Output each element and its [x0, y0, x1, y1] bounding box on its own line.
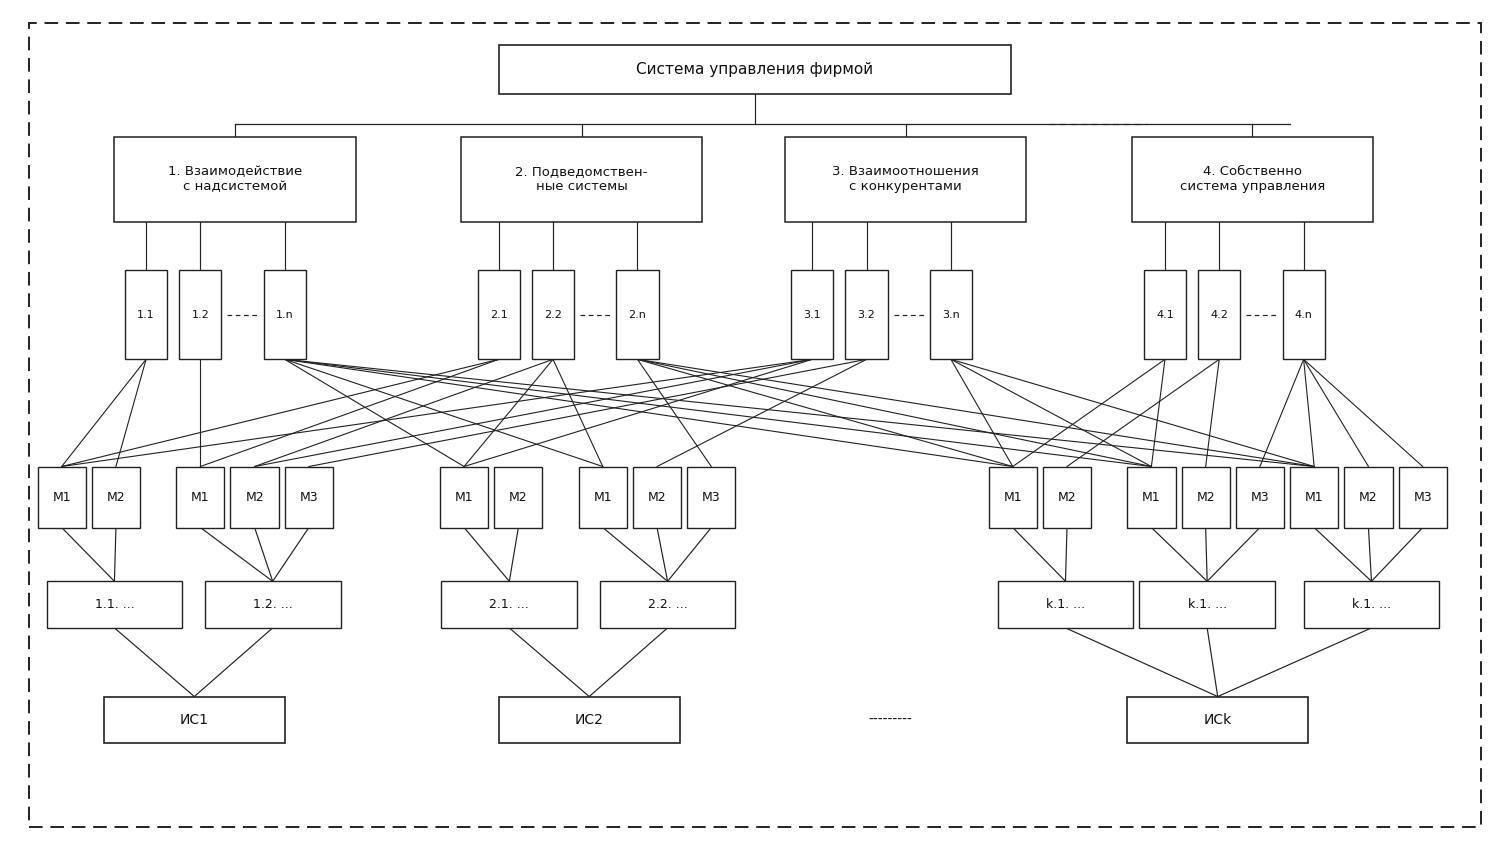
Text: M1: M1	[1305, 490, 1323, 503]
Text: ИС2: ИС2	[575, 713, 604, 727]
FancyBboxPatch shape	[1043, 467, 1092, 528]
Text: M3: M3	[1250, 490, 1270, 503]
Text: Система управления фирмой: Система управления фирмой	[636, 62, 874, 76]
Text: 2.2. ...: 2.2. ...	[648, 598, 687, 611]
FancyBboxPatch shape	[1181, 467, 1229, 528]
Text: M1: M1	[1004, 490, 1022, 503]
FancyBboxPatch shape	[989, 467, 1037, 528]
FancyBboxPatch shape	[1235, 467, 1283, 528]
FancyBboxPatch shape	[616, 270, 658, 360]
FancyBboxPatch shape	[47, 581, 183, 628]
Text: M1: M1	[192, 490, 210, 503]
Text: 4. Собственно
система управления: 4. Собственно система управления	[1179, 165, 1324, 193]
FancyBboxPatch shape	[1132, 137, 1373, 222]
Text: M3: M3	[299, 490, 319, 503]
Text: M1: M1	[593, 490, 612, 503]
Text: 1.2: 1.2	[192, 310, 210, 320]
FancyBboxPatch shape	[578, 467, 627, 528]
Text: M2: M2	[245, 490, 264, 503]
FancyBboxPatch shape	[180, 270, 222, 360]
Text: M1: M1	[53, 490, 71, 503]
Text: k.1. ...: k.1. ...	[1351, 598, 1391, 611]
FancyBboxPatch shape	[1128, 696, 1308, 743]
Text: 3.1: 3.1	[803, 310, 821, 320]
Text: M2: M2	[648, 490, 666, 503]
FancyBboxPatch shape	[177, 467, 225, 528]
FancyBboxPatch shape	[1140, 581, 1274, 628]
FancyBboxPatch shape	[498, 696, 680, 743]
Text: 3.n: 3.n	[942, 310, 960, 320]
Text: M2: M2	[509, 490, 527, 503]
FancyBboxPatch shape	[461, 137, 702, 222]
Text: ИС1: ИС1	[180, 713, 208, 727]
FancyBboxPatch shape	[791, 270, 834, 360]
FancyBboxPatch shape	[532, 270, 574, 360]
Text: 4.1: 4.1	[1157, 310, 1173, 320]
FancyBboxPatch shape	[439, 467, 488, 528]
FancyBboxPatch shape	[633, 467, 681, 528]
FancyBboxPatch shape	[599, 581, 735, 628]
Text: 2. Подведомствен-
ные системы: 2. Подведомствен- ные системы	[515, 165, 648, 193]
Text: ИСk: ИСk	[1203, 713, 1232, 727]
FancyBboxPatch shape	[998, 581, 1134, 628]
FancyBboxPatch shape	[930, 270, 972, 360]
FancyBboxPatch shape	[231, 467, 279, 528]
FancyBboxPatch shape	[498, 44, 1012, 94]
Text: 1. Взаимодействие
с надсистемой: 1. Взаимодействие с надсистемой	[168, 165, 302, 193]
Text: k.1. ...: k.1. ...	[1187, 598, 1226, 611]
Text: ---------: ---------	[868, 713, 912, 727]
Text: 3.2: 3.2	[858, 310, 876, 320]
Text: M3: M3	[702, 490, 720, 503]
Text: 2.1: 2.1	[489, 310, 507, 320]
Text: k.1. ...: k.1. ...	[1046, 598, 1086, 611]
FancyBboxPatch shape	[1303, 581, 1439, 628]
FancyBboxPatch shape	[1128, 467, 1175, 528]
Text: M1: M1	[455, 490, 474, 503]
FancyBboxPatch shape	[1344, 467, 1392, 528]
Text: M2: M2	[1359, 490, 1377, 503]
FancyBboxPatch shape	[205, 581, 341, 628]
Text: 2.2: 2.2	[544, 310, 562, 320]
FancyBboxPatch shape	[846, 270, 888, 360]
FancyBboxPatch shape	[494, 467, 542, 528]
Text: 1.1: 1.1	[137, 310, 156, 320]
Text: M3: M3	[1413, 490, 1431, 503]
FancyBboxPatch shape	[115, 137, 355, 222]
Text: 4.n: 4.n	[1294, 310, 1312, 320]
FancyBboxPatch shape	[687, 467, 735, 528]
FancyBboxPatch shape	[125, 270, 168, 360]
Text: 1.2. ...: 1.2. ...	[252, 598, 293, 611]
FancyBboxPatch shape	[38, 467, 86, 528]
FancyBboxPatch shape	[1398, 467, 1447, 528]
Text: 1.n: 1.n	[276, 310, 293, 320]
FancyBboxPatch shape	[104, 696, 285, 743]
Text: M2: M2	[1057, 490, 1077, 503]
FancyBboxPatch shape	[92, 467, 140, 528]
FancyBboxPatch shape	[1197, 270, 1240, 360]
FancyBboxPatch shape	[1145, 270, 1185, 360]
Text: M1: M1	[1142, 490, 1161, 503]
Text: 3. Взаимоотношения
с конкурентами: 3. Взаимоотношения с конкурентами	[832, 165, 978, 193]
Text: M2: M2	[1196, 490, 1216, 503]
FancyBboxPatch shape	[264, 270, 307, 360]
Text: 1.1. ...: 1.1. ...	[95, 598, 134, 611]
FancyBboxPatch shape	[1290, 467, 1338, 528]
Text: 2.1. ...: 2.1. ...	[489, 598, 528, 611]
Text: M2: M2	[107, 490, 125, 503]
FancyBboxPatch shape	[785, 137, 1027, 222]
FancyBboxPatch shape	[285, 467, 334, 528]
Text: 2.n: 2.n	[628, 310, 646, 320]
FancyBboxPatch shape	[441, 581, 577, 628]
FancyBboxPatch shape	[477, 270, 519, 360]
Text: 4.2: 4.2	[1211, 310, 1228, 320]
FancyBboxPatch shape	[1282, 270, 1324, 360]
